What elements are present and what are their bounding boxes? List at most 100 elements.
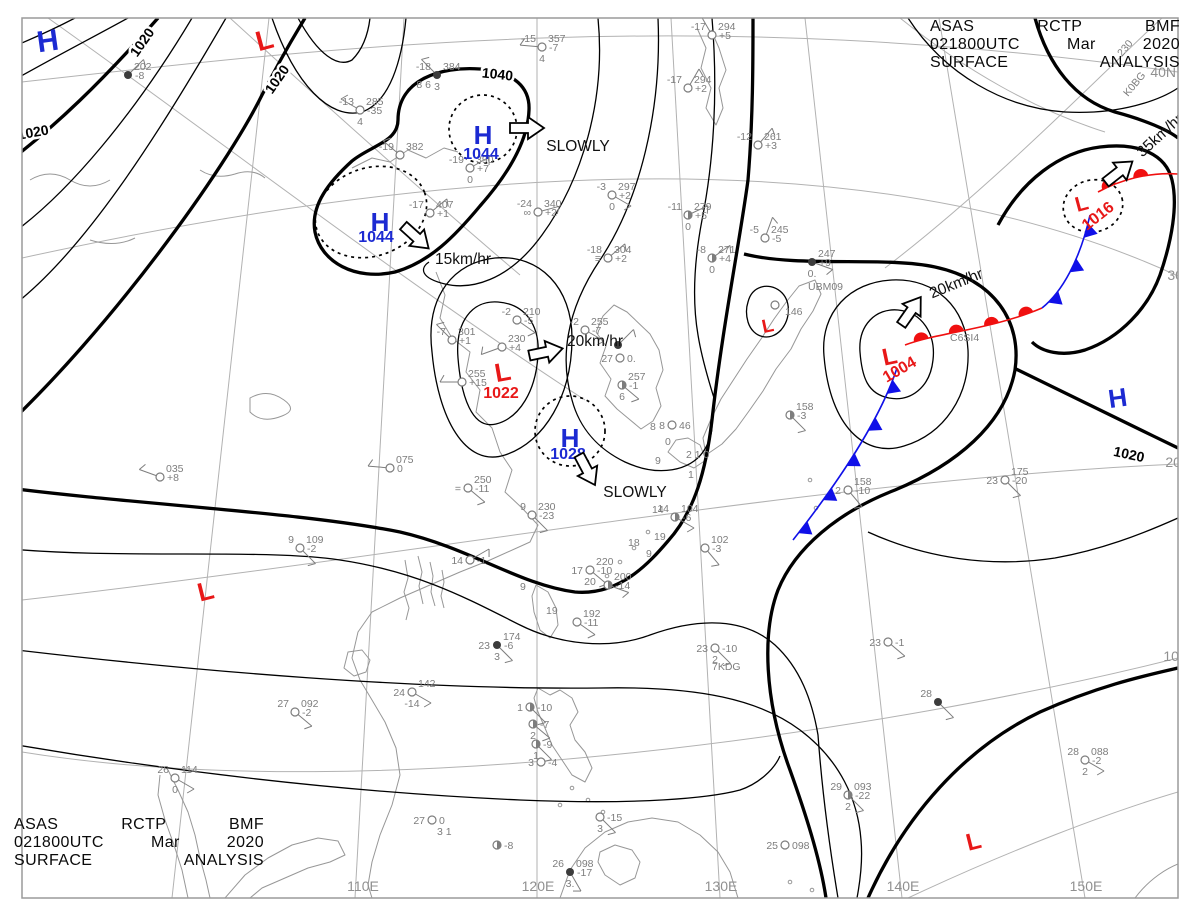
station-plot: -5 245-5 — [750, 217, 789, 245]
station-plot: 192-11 — [572, 608, 601, 639]
svg-text:1044: 1044 — [463, 146, 499, 163]
svg-text:29: 29 — [830, 781, 842, 793]
svg-text:3 1: 3 1 — [437, 826, 452, 838]
cold-front-triangle — [1084, 223, 1098, 238]
svg-text:192: 192 — [583, 608, 601, 620]
station-plot: 1 -10 — [517, 702, 552, 726]
svg-text:279: 279 — [694, 201, 712, 213]
station-plot: 202-8 — [124, 59, 152, 82]
station-plot: -13 285-35 4 — [339, 94, 384, 128]
station-plot: 9 109-2 — [288, 534, 324, 567]
svg-text:+4: +4 — [509, 342, 521, 354]
svg-text:-20: -20 — [1012, 475, 1027, 487]
svg-text:102: 102 — [711, 534, 729, 546]
svg-text:9: 9 — [520, 501, 526, 513]
svg-text:255: 255 — [468, 368, 486, 380]
svg-text:L: L — [194, 574, 217, 607]
svg-text:3: 3 — [528, 757, 534, 769]
svg-text:3: 3 — [597, 823, 603, 835]
svg-text:27: 27 — [413, 815, 425, 827]
svg-text:30N: 30N — [1167, 267, 1193, 283]
svg-text:247: 247 — [818, 248, 836, 260]
station-plot: 14 -1 — [451, 548, 490, 567]
svg-text:H: H — [1106, 382, 1129, 414]
svg-text:+2: +2 — [545, 207, 557, 219]
svg-text:-14: -14 — [404, 698, 419, 710]
station-plot: -2 255-7 — [570, 316, 609, 346]
svg-text:23: 23 — [986, 475, 998, 487]
svg-text:-8: -8 — [504, 840, 513, 852]
station-plot: 257-1 6 — [617, 371, 646, 403]
svg-text:2: 2 — [1082, 766, 1088, 778]
station-plot — [614, 329, 637, 349]
svg-text:-6: -6 — [682, 512, 691, 524]
svg-text:-35: -35 — [367, 105, 382, 117]
svg-text:2: 2 — [712, 654, 718, 666]
svg-text:142: 142 — [418, 678, 436, 690]
high-pressure-center: H — [1106, 382, 1129, 414]
chart-title-bottom-left: ASAS RCTP BMF 021800UTC Mar 2020 SURFACE… — [14, 816, 264, 870]
fronts — [792, 168, 1178, 541]
svg-text:K0BG: K0BG — [1121, 70, 1148, 99]
svg-text:-1: -1 — [895, 637, 904, 649]
station-plot: 255+15 — [439, 368, 487, 389]
svg-text:-10: -10 — [855, 485, 870, 497]
coastlines — [29, 27, 1178, 898]
station-plot: -19 390+7 0 — [449, 154, 494, 186]
svg-text:-11: -11 — [584, 617, 599, 629]
svg-text:-4: -4 — [548, 757, 557, 769]
svg-text:1040: 1040 — [481, 64, 514, 83]
station-plot: 29 093-22 2 — [830, 781, 872, 814]
svg-text:=: = — [455, 483, 461, 495]
cold-front-triangle — [823, 487, 838, 501]
station-plot: -7 301+1 — [436, 321, 476, 347]
svg-text:-7: -7 — [540, 719, 549, 731]
svg-text:1: 1 — [517, 702, 523, 714]
svg-text:384: 384 — [443, 61, 461, 73]
svg-text:+15: +15 — [469, 377, 487, 389]
svg-text:-18: -18 — [587, 244, 602, 256]
svg-text:28: 28 — [1067, 746, 1079, 758]
svg-text:245: 245 — [771, 224, 789, 236]
svg-text:14: 14 — [652, 504, 664, 516]
chart-title-top-right: ASAS RCTP BMF 021800UTC Mar 2020 SURFACE… — [930, 18, 1180, 72]
svg-text:-5: -5 — [524, 315, 533, 327]
svg-text:140E: 140E — [887, 878, 920, 894]
title-line-type: SURFACE ANALYSIS — [930, 54, 1180, 71]
svg-text:146: 146 — [785, 306, 803, 318]
svg-text:230: 230 — [538, 501, 556, 513]
svg-text:-8: -8 — [135, 70, 144, 82]
svg-text:210: 210 — [523, 306, 541, 318]
svg-text:092: 092 — [301, 698, 319, 710]
low-pressure-center: L — [252, 23, 277, 57]
svg-text:-9: -9 — [543, 739, 552, 751]
high-pressure-center: H — [35, 24, 61, 60]
svg-text:1020: 1020 — [16, 121, 50, 142]
svg-text:8: 8 — [650, 421, 656, 433]
svg-text:390: 390 — [476, 154, 494, 166]
svg-text:-11: -11 — [475, 483, 490, 495]
svg-text:4: 4 — [539, 53, 545, 65]
station-plot: 26 098-173. — [552, 858, 594, 892]
svg-text:1020: 1020 — [1112, 443, 1146, 465]
station-plot: 14 104-6 — [657, 503, 699, 533]
svg-text:150E: 150E — [1070, 878, 1103, 894]
station-plot: 035+8 — [139, 463, 184, 484]
low-pressure-center: L — [963, 827, 984, 857]
svg-text:4: 4 — [357, 116, 363, 128]
svg-text:-2: -2 — [302, 707, 311, 719]
svg-text:-24: -24 — [517, 198, 532, 210]
svg-text:25: 25 — [766, 840, 778, 852]
svg-text:19: 19 — [654, 531, 666, 543]
svg-text:-19: -19 — [379, 141, 394, 153]
svg-text:109: 109 — [306, 534, 324, 546]
svg-text:158: 158 — [796, 401, 814, 413]
svg-text:+2: +2 — [615, 253, 627, 265]
station-plot: -24 340 ∞ +2 — [517, 198, 562, 219]
svg-text:255: 255 — [591, 316, 609, 328]
